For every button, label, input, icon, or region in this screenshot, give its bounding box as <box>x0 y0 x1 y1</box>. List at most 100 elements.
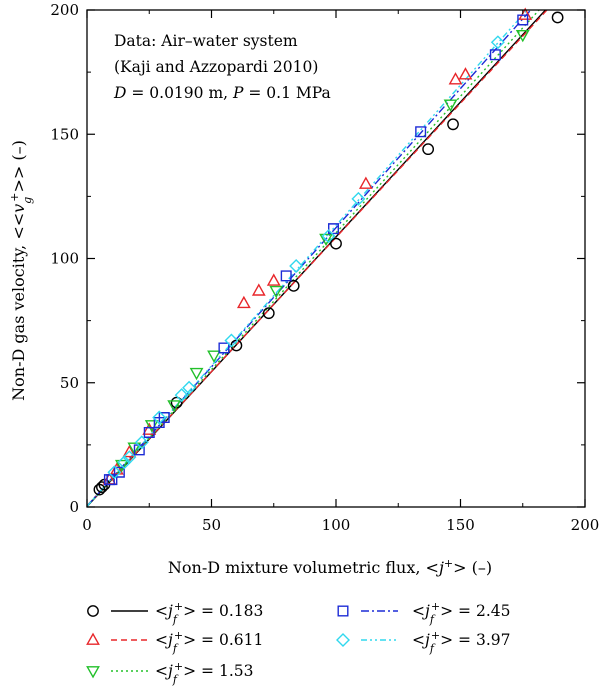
legend-marker <box>86 632 100 645</box>
data-point <box>330 237 342 250</box>
legend-label: <jf+> = 0.183 <box>155 600 263 626</box>
annotation-line-1: Data: Air–water system <box>114 32 298 50</box>
legend-entry-4: <jf+> = 2.45 <box>337 600 510 626</box>
data-point <box>262 307 275 320</box>
legend-marker <box>337 605 349 617</box>
data-point <box>106 474 118 486</box>
text-part: < <box>155 662 168 680</box>
text-part: + <box>174 629 183 642</box>
data-point <box>269 285 284 299</box>
text-part: g <box>21 197 34 204</box>
legend-label: <jf+> = 0.611 <box>155 629 263 655</box>
legend-entry-3: <jf+> = 1.53 <box>86 660 254 686</box>
axes: 0 50 100 150 200 0 50 100 150 200 Non-D mixture vo… <box>8 1 600 577</box>
data-point <box>153 417 165 429</box>
text-part: > = <box>440 602 476 620</box>
fit-line-series-3 <box>87 10 540 507</box>
data-point <box>518 7 533 20</box>
text-part: > = <box>440 631 476 649</box>
text-part: 3.97 <box>476 631 511 649</box>
data-point <box>107 465 122 480</box>
x-tick-label: 100 <box>322 516 351 534</box>
y-axis-title: Non-D gas velocity, <<vg+>> (–) <box>8 140 34 401</box>
data-point <box>443 99 458 112</box>
data-point <box>133 444 145 456</box>
data-point <box>117 455 132 470</box>
text-part: = 0.0190 m, <box>126 84 233 102</box>
text-part: > = <box>183 602 219 620</box>
text-part: f <box>429 613 436 626</box>
data-point <box>289 258 304 273</box>
text-part: + <box>431 600 440 613</box>
data-point <box>207 350 221 363</box>
legend-marker <box>87 605 99 617</box>
data-point <box>351 191 366 206</box>
legend-marker <box>86 666 100 679</box>
data-point <box>143 426 155 438</box>
text-part: >> (–) <box>9 140 28 192</box>
text-part: f <box>172 613 179 626</box>
data-point <box>113 466 125 478</box>
data-point <box>127 442 142 455</box>
legend-entry-2: <jf+> = 0.611 <box>86 629 263 655</box>
text-part: j <box>436 558 444 577</box>
text-part: 1.53 <box>219 662 254 680</box>
data-point <box>266 273 281 286</box>
legend: <jf+> = 0.183<jf+> = 0.611<jf+> = 1.53<j… <box>86 600 510 686</box>
y-tick-label: 50 <box>60 374 79 392</box>
text-part: 0.183 <box>219 602 263 620</box>
text-part: 0.611 <box>219 631 263 649</box>
series-1-points <box>93 11 564 496</box>
data-point <box>122 444 137 458</box>
data-point <box>415 126 427 138</box>
text-part: f <box>429 642 436 655</box>
plot-area <box>87 7 564 507</box>
text-part: j <box>422 602 430 620</box>
data-point <box>134 435 149 450</box>
text-part: f <box>172 673 179 686</box>
data-point <box>189 367 204 381</box>
data-point <box>319 233 333 247</box>
legend-label: <jf+> = 3.97 <box>412 629 510 655</box>
text-part: P <box>232 84 244 102</box>
x-tick-label: 50 <box>202 516 221 534</box>
series-5-points <box>107 35 505 480</box>
text-part: + <box>8 193 21 202</box>
legend-marker <box>336 633 350 647</box>
data-point <box>515 29 530 43</box>
data-point <box>280 270 292 282</box>
text-part: v <box>9 204 28 213</box>
x-tick-label: 0 <box>82 516 92 534</box>
y-tick-label: 150 <box>50 125 79 143</box>
text-part: > = <box>183 631 219 649</box>
data-point <box>447 118 459 131</box>
data-point <box>224 333 239 348</box>
data-point <box>458 67 473 80</box>
fit-line-series-2 <box>87 10 548 507</box>
fit-lines <box>87 10 548 507</box>
text-part: + <box>174 600 183 613</box>
annotation-block: Data: Air–water system (Kaji and Azzopard… <box>113 32 331 102</box>
text-part: j <box>165 602 173 620</box>
data-point <box>489 49 501 61</box>
text-part: j <box>165 631 173 649</box>
x-axis-title: Non-D mixture volumetric flux, <j+> (–) <box>168 557 492 578</box>
text-part: = 0.1 MPa <box>243 84 330 102</box>
text-part: f <box>172 642 179 655</box>
data-point <box>152 410 167 425</box>
data-point <box>517 14 529 26</box>
data-point <box>218 342 230 354</box>
text-part: j <box>165 662 173 680</box>
data-point <box>358 176 373 189</box>
text-part: Non-D mixture volumetric flux, < <box>168 558 439 577</box>
text-part: + <box>174 660 183 673</box>
legend-label: <jf+> = 2.45 <box>412 600 510 626</box>
legend-entry-1: <jf+> = 0.183 <box>87 600 263 626</box>
data-point <box>174 388 189 403</box>
data-point <box>490 35 505 50</box>
legend-entry-5: <jf+> = 3.97 <box>336 629 510 655</box>
annotation-line-2: (Kaji and Azzopardi 2010) <box>114 58 318 76</box>
text-part: < <box>155 631 168 649</box>
y-tick-label: 0 <box>69 498 79 516</box>
